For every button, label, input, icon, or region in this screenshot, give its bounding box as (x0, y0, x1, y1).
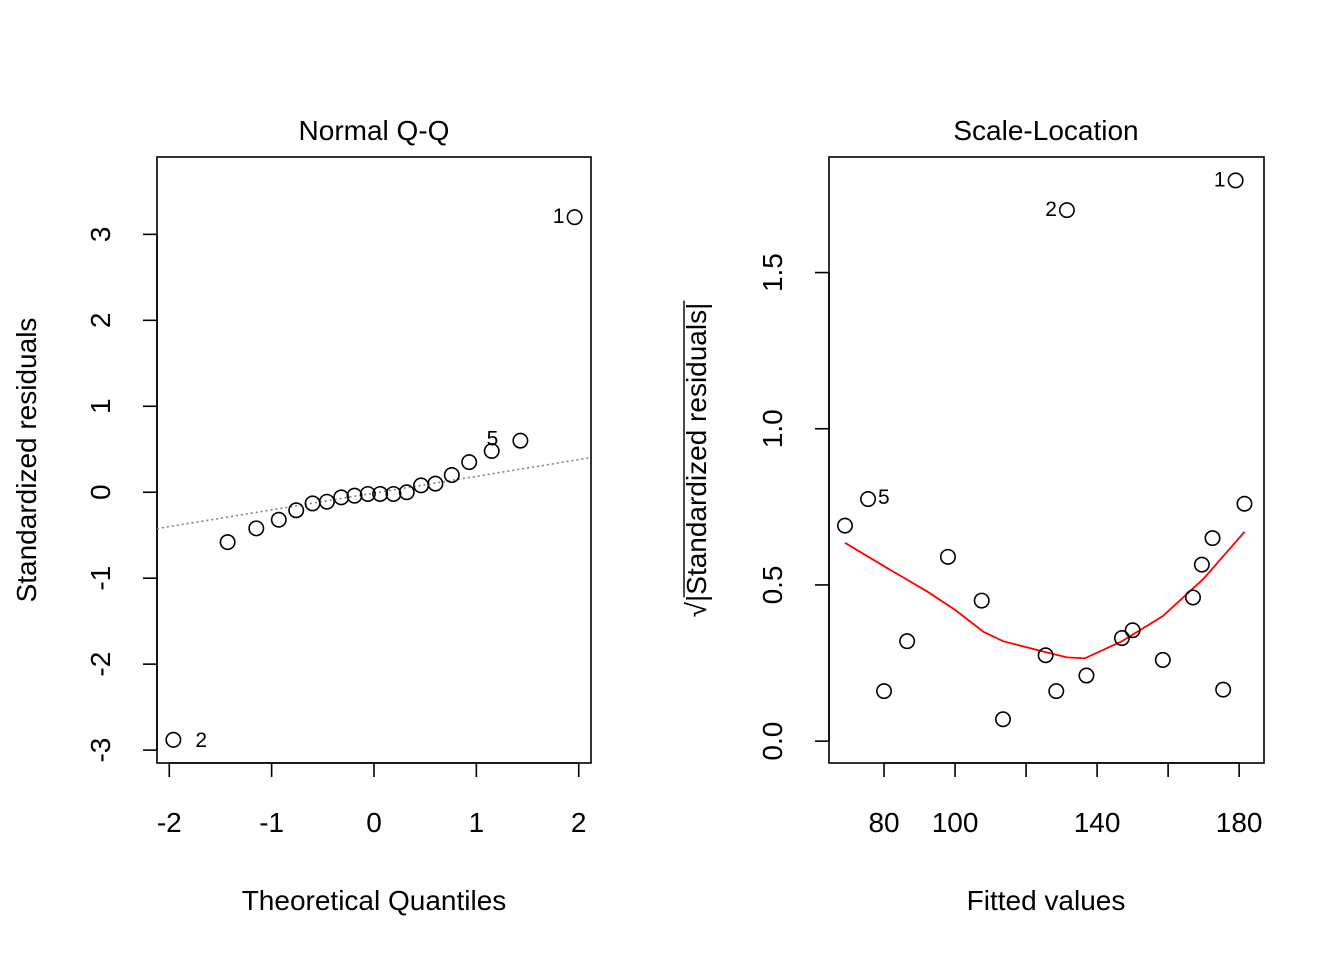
sl-point-label: 1 (1214, 168, 1226, 191)
qq-data-point (443, 467, 460, 484)
sl-smoother-line (844, 531, 1246, 660)
sl-x-tick-label: 180 (1216, 807, 1263, 838)
sl-x-tick-label: 100 (932, 807, 979, 838)
qq-x-tick-label: 2 (571, 807, 587, 838)
sl-point-label: 2 (1045, 198, 1057, 221)
sl-data-point (1184, 589, 1201, 606)
qq-point-label: 1 (553, 205, 565, 228)
qq-x-tick-label: 1 (469, 807, 485, 838)
sl-title: Scale-Location (953, 115, 1138, 146)
sl-data-point (1048, 683, 1065, 700)
qq-data-point (165, 731, 182, 748)
qq-data-point (427, 475, 444, 492)
sl-y-tick-label: 0.5 (757, 565, 788, 604)
qq-title: Normal Q-Q (299, 115, 450, 146)
qq-y-tick-label: 2 (85, 313, 116, 329)
sl-data-point (1236, 495, 1253, 512)
qq-y-tick-label: 3 (85, 227, 116, 243)
sl-point-label: 5 (878, 486, 890, 509)
sl-data-point (1204, 530, 1221, 547)
qq-data-point (372, 485, 389, 502)
qq-panel: Normal Q-Q Theoretical Quantiles Standar… (11, 115, 592, 916)
sl-data-point (973, 592, 990, 609)
sl-data-point (1215, 681, 1232, 698)
sl-data-point (1037, 647, 1054, 664)
qq-x-tick-label: -2 (157, 807, 182, 838)
qq-data-point (304, 495, 321, 512)
qq-reference-line (156, 456, 592, 530)
qq-data-point (318, 493, 335, 510)
qq-x-tick-label: 0 (366, 807, 382, 838)
sl-data-point (1193, 556, 1210, 573)
sl-data-point (899, 633, 916, 650)
sl-y-tick-label: 1.0 (757, 409, 788, 448)
qq-data-point (413, 477, 430, 494)
sl-data-point (1113, 630, 1130, 647)
sl-data-point (1078, 667, 1095, 684)
qq-data-point (385, 485, 402, 502)
qq-y-tick-label: 0 (85, 484, 116, 500)
qq-xlabel: Theoretical Quantiles (242, 885, 507, 916)
qq-y-tick-label: 1 (85, 398, 116, 414)
qq-data-point (566, 209, 583, 226)
sl-y-tick-label: 1.5 (757, 253, 788, 292)
sl-frame (828, 156, 1265, 764)
qq-data-point (248, 520, 265, 537)
sl-data-point (1058, 202, 1075, 219)
scale-location-panel: Scale-Location Fitted values √|Standardi… (681, 115, 1265, 916)
sl-data-point (1227, 172, 1244, 189)
sl-data-point (939, 548, 956, 565)
qq-data-point (512, 432, 529, 449)
sl-data-point (836, 517, 853, 534)
qq-data-point (359, 485, 376, 502)
sl-y-tick-label: 0.0 (757, 722, 788, 761)
qq-data-point (333, 489, 350, 506)
sl-ylabel: √|Standardized residuals| (681, 303, 712, 618)
qq-y-tick-label: -3 (85, 738, 116, 763)
qq-ylabel: Standardized residuals (11, 318, 42, 603)
sl-data-point (860, 491, 877, 508)
sl-data-point (994, 711, 1011, 728)
qq-data-point (219, 534, 236, 551)
qq-data-point (461, 454, 478, 471)
qq-point-label: 5 (487, 428, 499, 451)
sl-xlabel: Fitted values (967, 885, 1126, 916)
qq-data-point (346, 487, 363, 504)
qq-y-tick-label: -1 (85, 566, 116, 591)
qq-point-label: 2 (195, 729, 207, 752)
sl-data-point (876, 683, 893, 700)
qq-data-point (483, 442, 500, 459)
sl-data-point (1154, 651, 1171, 668)
qq-frame (156, 156, 592, 764)
sl-x-tick-label: 80 (868, 807, 899, 838)
qq-data-point (288, 502, 305, 519)
sl-x-tick-label: 140 (1074, 807, 1121, 838)
qq-y-tick-label: -2 (85, 652, 116, 677)
qq-x-tick-label: -1 (259, 807, 284, 838)
qq-data-point (270, 511, 287, 528)
qq-data-point (398, 484, 415, 501)
sl-data-point (1124, 622, 1141, 639)
